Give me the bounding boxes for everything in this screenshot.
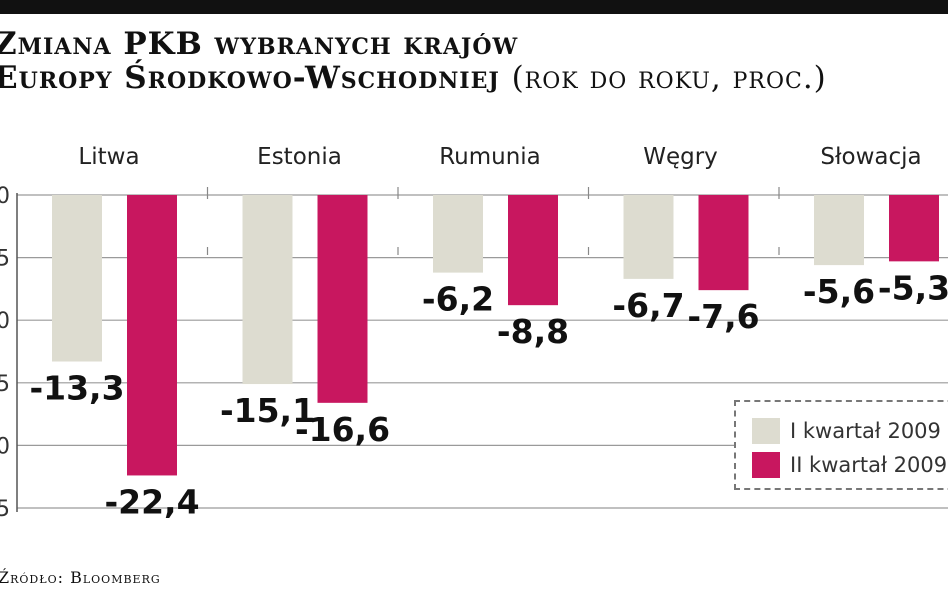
data-label: -7,6	[687, 297, 759, 336]
data-label: -6,7	[612, 286, 684, 325]
category-label: Estonia	[257, 144, 342, 170]
top-bar	[0, 0, 948, 14]
y-tick-label: 0	[0, 184, 10, 209]
source-note: Źródło: Bloomberg	[0, 568, 161, 587]
chart-title-text-2: Europy Środkowo-Wschodniej	[0, 60, 500, 96]
bar-q2	[317, 195, 368, 403]
chart-title-text-1: Zmiana PKB wybranych krajów	[0, 26, 519, 62]
bar-q1	[242, 195, 293, 385]
data-label: -16,6	[295, 410, 390, 449]
y-tick-label: -5	[0, 247, 10, 272]
y-tick-label: -20	[0, 434, 10, 459]
bar-q2	[508, 195, 558, 306]
legend-swatch-q1	[752, 418, 780, 444]
y-tick-label: -10	[0, 309, 10, 334]
category-label: Rumunia	[439, 144, 541, 170]
data-label: -6,2	[422, 280, 494, 319]
y-tick-label: -15	[0, 372, 10, 397]
bar-q1	[623, 195, 674, 279]
chart-legend: I kwartał 2009 II kwartał 2009	[734, 400, 948, 490]
bar-q2	[698, 195, 749, 291]
y-tick-label: -25	[0, 497, 10, 522]
data-label: -5,3	[878, 268, 948, 307]
bar-q2	[889, 195, 939, 262]
data-label: -13,3	[29, 369, 124, 408]
chart-title-line1: Zmiana PKB wybranych krajów	[0, 26, 518, 62]
legend-swatch-q2	[752, 452, 780, 478]
category-label: Słowacja	[820, 144, 921, 170]
bar-q1	[52, 195, 102, 362]
bar-q2	[127, 195, 177, 476]
data-label: -5,6	[803, 272, 875, 311]
bar-q1	[433, 195, 483, 273]
legend-item-q1: I kwartał 2009	[752, 418, 941, 444]
chart-subtitle: (rok do roku, proc.)	[511, 60, 827, 96]
legend-item-q2: II kwartał 2009	[752, 452, 947, 478]
category-label: Węgry	[643, 144, 718, 170]
legend-label-q1: I kwartał 2009	[790, 419, 941, 443]
data-label: -15,1	[220, 391, 315, 430]
data-label: -8,8	[497, 312, 569, 351]
legend-label-q2: II kwartał 2009	[790, 453, 948, 477]
data-label: -22,4	[104, 482, 199, 521]
chart-title-line2: Europy Środkowo-Wschodniej (rok do roku,…	[0, 60, 827, 96]
bar-q1	[814, 195, 864, 266]
category-label: Litwa	[78, 144, 139, 170]
